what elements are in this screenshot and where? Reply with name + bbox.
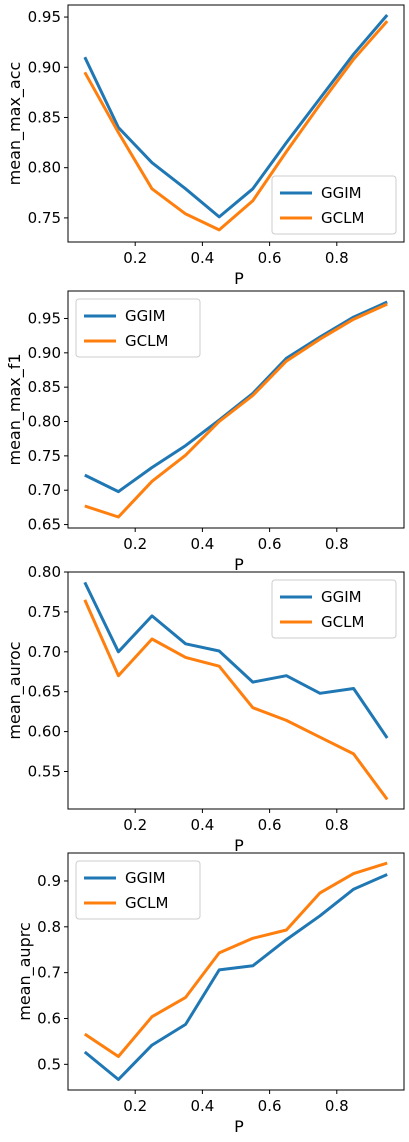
y-tick-label: 0.80 [28, 159, 61, 177]
y-tick-label: 0.95 [28, 8, 61, 26]
x-tick-label: 0.2 [123, 816, 147, 834]
x-tick-label: 0.6 [258, 1097, 282, 1115]
legend: GGIM GCLM [271, 175, 397, 235]
x-axis-label: P [234, 1117, 244, 1136]
series-line-ggim [83, 14, 389, 219]
y-tick-label: 0.70 [28, 481, 61, 499]
series-line-gclm [83, 861, 388, 1058]
x-tick-label: 0.4 [190, 1097, 214, 1115]
legend-label-ggim: GGIM [125, 307, 166, 325]
plot-frame [67, 571, 405, 810]
y-tick-label: 0.8 [37, 918, 61, 936]
y-tick-label: 0.7 [37, 964, 61, 982]
x-tick-label: 0.2 [123, 249, 147, 267]
y-tick-label: 0.75 [28, 447, 61, 465]
x-axis-label: P [234, 555, 244, 574]
y-tick-label: 0.70 [28, 643, 61, 661]
legend: GGIM GCLM [271, 579, 397, 639]
legend: GGIM GCLM [75, 298, 201, 358]
y-axis-label: mean_max_f1 [5, 353, 25, 465]
x-tick-label: 0.8 [325, 816, 349, 834]
x-tick-label: 0.2 [123, 1097, 147, 1115]
legend-label-gclm: GCLM [321, 613, 364, 631]
y-tick-label: 0.9 [37, 872, 61, 890]
y-tick-label: 0.80 [28, 563, 61, 581]
series-line-ggim [83, 581, 389, 739]
x-tick-label: 0.2 [123, 535, 147, 553]
y-tick-label: 0.80 [28, 413, 61, 431]
x-tick-label: 0.8 [325, 535, 349, 553]
legend-label-gclm: GCLM [321, 209, 364, 227]
legend-label-ggim: GGIM [125, 869, 166, 887]
x-tick-label: 0.8 [325, 249, 349, 267]
y-tick-label: 0.90 [28, 58, 61, 76]
y-tick-label: 0.55 [28, 762, 61, 780]
legend: GGIM GCLM [75, 860, 201, 920]
legend-label-gclm: GCLM [125, 332, 168, 350]
series-line-gclm [83, 20, 389, 232]
y-tick-label: 0.75 [28, 603, 61, 621]
y-tick-label: 0.95 [28, 309, 61, 327]
series-line-gclm [83, 599, 389, 801]
y-tick-label: 0.5 [37, 1055, 61, 1073]
x-axis-label: P [234, 836, 244, 855]
plot-frame [67, 852, 405, 1091]
x-tick-label: 0.6 [258, 535, 282, 553]
legend-label-gclm: GCLM [125, 894, 168, 912]
legend-label-ggim: GGIM [321, 588, 362, 606]
y-axis-label: mean_max_acc [5, 62, 25, 186]
series-line-gclm [84, 302, 388, 519]
y-tick-label: 0.85 [28, 378, 61, 396]
x-axis-label: P [234, 269, 244, 288]
x-tick-label: 0.4 [190, 249, 214, 267]
y-tick-label: 0.60 [28, 723, 61, 741]
chart-1: 0.2 0.4 0.6 0.8 0.75 0.80 0.85 0.90 0.95 Pmean_ma… [5, 4, 405, 288]
y-tick-label: 0.90 [28, 344, 61, 362]
x-tick-label: 0.8 [325, 1097, 349, 1115]
y-tick-label: 0.6 [37, 1009, 61, 1027]
y-axis-label: mean_auroc [5, 641, 25, 739]
x-tick-label: 0.6 [258, 816, 282, 834]
chart-2: 0.2 0.4 0.6 0.8 0.65 0.70 0.75 0.80 0.85 0.90 0.95… [5, 290, 405, 574]
legend-label-ggim: GGIM [321, 184, 362, 202]
y-axis-label: mean_auprc [15, 922, 35, 1021]
x-tick-label: 0.6 [258, 249, 282, 267]
x-tick-label: 0.4 [190, 535, 214, 553]
plot-frame [67, 290, 405, 529]
plot-frame [67, 4, 405, 243]
y-tick-label: 0.85 [28, 108, 61, 126]
y-tick-label: 0.65 [28, 683, 61, 701]
x-tick-label: 0.4 [190, 816, 214, 834]
chart-3: 0.2 0.4 0.6 0.8 0.55 0.60 0.65 0.70 0.75 0.80 Pmea… [5, 563, 405, 855]
y-tick-label: 0.65 [28, 516, 61, 534]
y-tick-label: 0.75 [28, 209, 61, 227]
series-line-ggim [83, 873, 388, 1081]
